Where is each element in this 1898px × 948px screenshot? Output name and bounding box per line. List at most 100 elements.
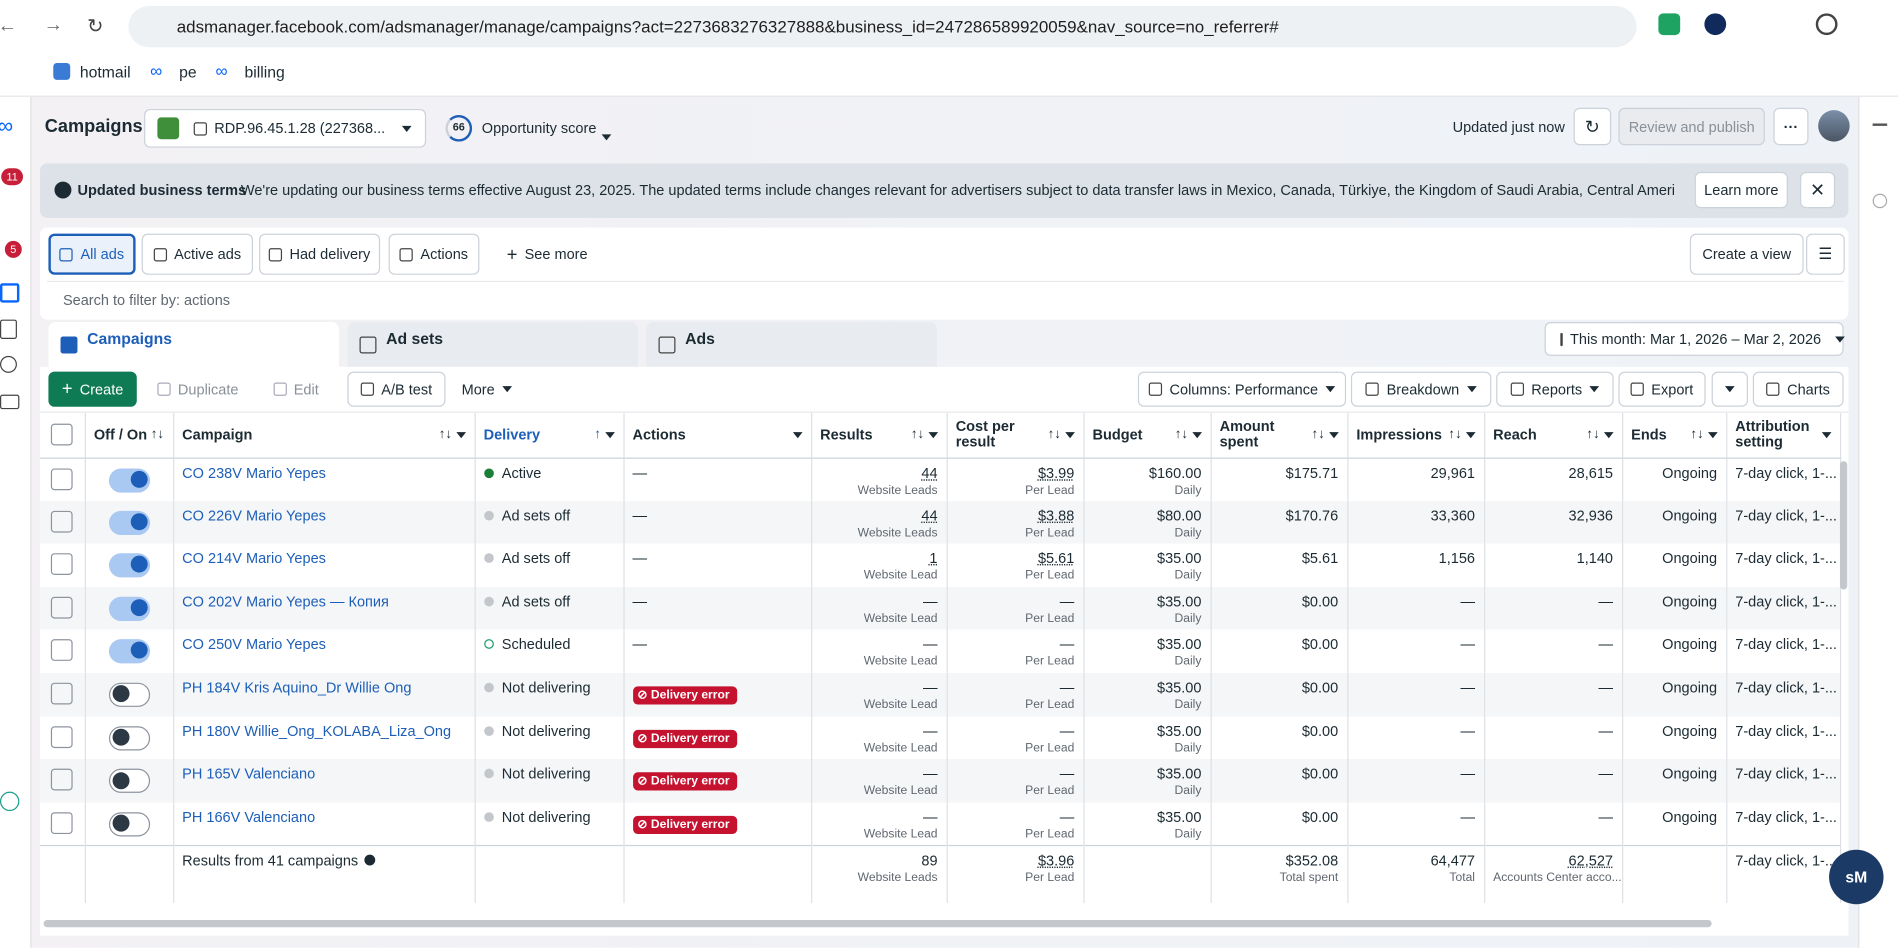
campaign-name[interactable]: PH 180V Willie_Ong_KOLABA_Liza_Ong [182,722,452,740]
campaign-name[interactable]: CO 226V Mario Yepes [182,506,326,524]
back-button[interactable]: ← [0,16,17,38]
toggle[interactable] [108,811,150,837]
table-row[interactable]: CO 226V Mario Yepes Ad sets off — 44 Website… [39,500,1841,544]
table-row[interactable]: PH 165V Valenciano Not delivering ⊘ Delive… [39,759,1841,803]
nav-icon[interactable] [1872,111,1888,126]
header-cell[interactable]: Impressions ↑↓ [1347,412,1485,459]
nav-icon[interactable] [0,394,20,410]
reload-button[interactable]: ↻ [87,16,104,38]
toolbar-button[interactable]: Charts [1752,371,1844,407]
scrollbar[interactable] [1839,461,1848,590]
header-cell[interactable]: Attribution setting [1726,412,1841,459]
toggle[interactable] [108,768,150,794]
toggle[interactable] [108,596,150,621]
checkbox[interactable] [50,510,73,533]
header-cell[interactable]: Budget ↑↓ [1083,412,1212,459]
header-cell[interactable]: Actions [623,412,812,459]
filter-tab[interactable]: All ads [48,233,136,275]
checkbox[interactable] [50,725,73,748]
toggle[interactable] [108,553,150,578]
refresh-button[interactable]: ↻ [1573,107,1612,146]
header-cell[interactable]: Ends ↑↓ [1622,412,1727,459]
campaign-name[interactable]: CO 238V Mario Yepes [182,464,326,482]
header-cell[interactable]: Amount spent ↑↓ [1210,412,1348,459]
table-row[interactable]: PH 166V Valenciano Not delivering ⊘ Delive… [39,802,1841,846]
table-row[interactable]: CO 214V Mario Yepes Ad sets off — 1 Website … [39,543,1841,587]
campaign-name[interactable]: PH 165V Valenciano [182,765,316,783]
checkbox[interactable] [50,423,73,446]
avatar[interactable] [1818,110,1850,142]
close-button[interactable]: ✕ [1800,171,1836,209]
table-row[interactable]: CO 250V Mario Yepes Scheduled — — Website Le… [39,629,1841,674]
toolbar-button[interactable]: Breakdown [1350,371,1492,407]
header-cell[interactable]: Results ↑↓ [811,412,948,459]
toggle[interactable] [108,725,150,750]
date-picker[interactable]: This month: Mar 1, 2026 – Mar 2, 2026 [1544,321,1846,356]
campaign-name[interactable]: CO 214V Mario Yepes [182,549,326,567]
forward-button[interactable]: → [43,14,63,36]
header-cell[interactable]: Delivery ↑ [474,412,625,459]
error-badge[interactable]: ⊘ Delivery error [632,729,737,748]
error-badge[interactable]: ⊘ Delivery error [632,772,737,791]
table-row[interactable]: PH 180V Willie_Ong_KOLABA_Liza_Ong Not de… [39,716,1841,760]
bookmark[interactable]: pe [179,62,197,82]
score-label[interactable]: Opportunity score [481,119,597,137]
toggle[interactable] [108,639,150,664]
checkbox[interactable] [50,467,73,490]
account-selector[interactable]: RDP.96.45.1.28 (227368... [144,108,427,148]
profile-icon[interactable] [1815,13,1838,36]
table-row[interactable]: CO 238V Mario Yepes Active — 44 Website Lead… [39,457,1841,501]
checkbox[interactable] [50,596,73,619]
review-button[interactable]: Review and publish [1618,107,1765,146]
toggle[interactable] [108,467,150,493]
checkbox[interactable] [50,768,73,791]
header-cell[interactable]: Off / On ↑↓ [84,412,174,459]
toggle[interactable] [108,510,150,535]
table-row[interactable]: PH 184V Kris Aquino_Dr Willie Ong Not del… [39,673,1841,717]
checkbox[interactable] [50,553,73,576]
see-more[interactable]: + See more [497,234,597,274]
checkbox[interactable] [50,811,73,834]
extension-icon[interactable] [1658,13,1681,36]
extension-icon[interactable] [1704,13,1727,36]
campaign-name[interactable]: PH 184V Kris Aquino_Dr Willie Ong [182,679,412,696]
nav-icon[interactable] [1872,193,1888,209]
learn-more-button[interactable]: Learn more [1694,171,1788,209]
campaign-name[interactable]: PH 166V Valenciano [182,808,316,826]
error-badge[interactable]: ⊘ Delivery error [632,815,737,834]
header-cell[interactable]: Campaign ↑↓ [173,412,476,459]
header-cell[interactable]: Reach ↑↓ [1484,412,1623,459]
toolbar-button[interactable]: Duplicate [147,371,249,407]
checkbox[interactable] [50,639,73,662]
level-tab[interactable]: Ad sets [347,321,638,367]
campaign-name[interactable]: CO 202V Mario Yepes — Копия [182,592,389,610]
header-cell[interactable]: Cost per result ↑↓ [946,412,1085,459]
bookmark[interactable]: hotmail [79,62,131,82]
table-row[interactable]: CO 202V Mario Yepes — Копия Ad sets off — —… [39,586,1841,630]
nav-icon[interactable] [0,283,20,303]
toolbar-button[interactable]: Export [1618,371,1706,407]
more-button[interactable]: ··· [1773,107,1809,146]
address-bar[interactable]: adsmanager.facebook.com/adsmanager/manag… [128,6,1637,48]
scrollbar[interactable] [43,919,1712,928]
filter-tab[interactable]: Active ads [141,233,253,275]
filter-tab[interactable]: Had delivery [259,233,381,275]
toolbar-button[interactable]: Edit [259,371,333,407]
toolbar-button[interactable]: Columns: Performance [1137,371,1347,407]
nav-icon[interactable] [0,355,17,373]
toggle[interactable] [108,682,150,707]
level-tab[interactable]: Campaigns [48,321,339,367]
toolbar-button[interactable]: A/B test [347,371,446,407]
filter-tab[interactable]: Actions [388,233,480,275]
nav-icon[interactable] [0,319,17,339]
settings-button[interactable]: ☰ [1806,233,1845,275]
help-icon[interactable] [0,791,20,812]
search-input[interactable]: Search to filter by: actions [47,280,1844,315]
create-view-button[interactable]: Create a view [1689,233,1804,275]
checkbox[interactable] [50,682,73,705]
floating-widget[interactable]: sM [1829,849,1884,905]
campaign-name[interactable]: CO 250V Mario Yepes [182,635,326,653]
export-caret[interactable] [1711,371,1748,407]
toolbar-button[interactable]: + Create [48,371,137,407]
error-badge[interactable]: ⊘ Delivery error [632,686,737,705]
